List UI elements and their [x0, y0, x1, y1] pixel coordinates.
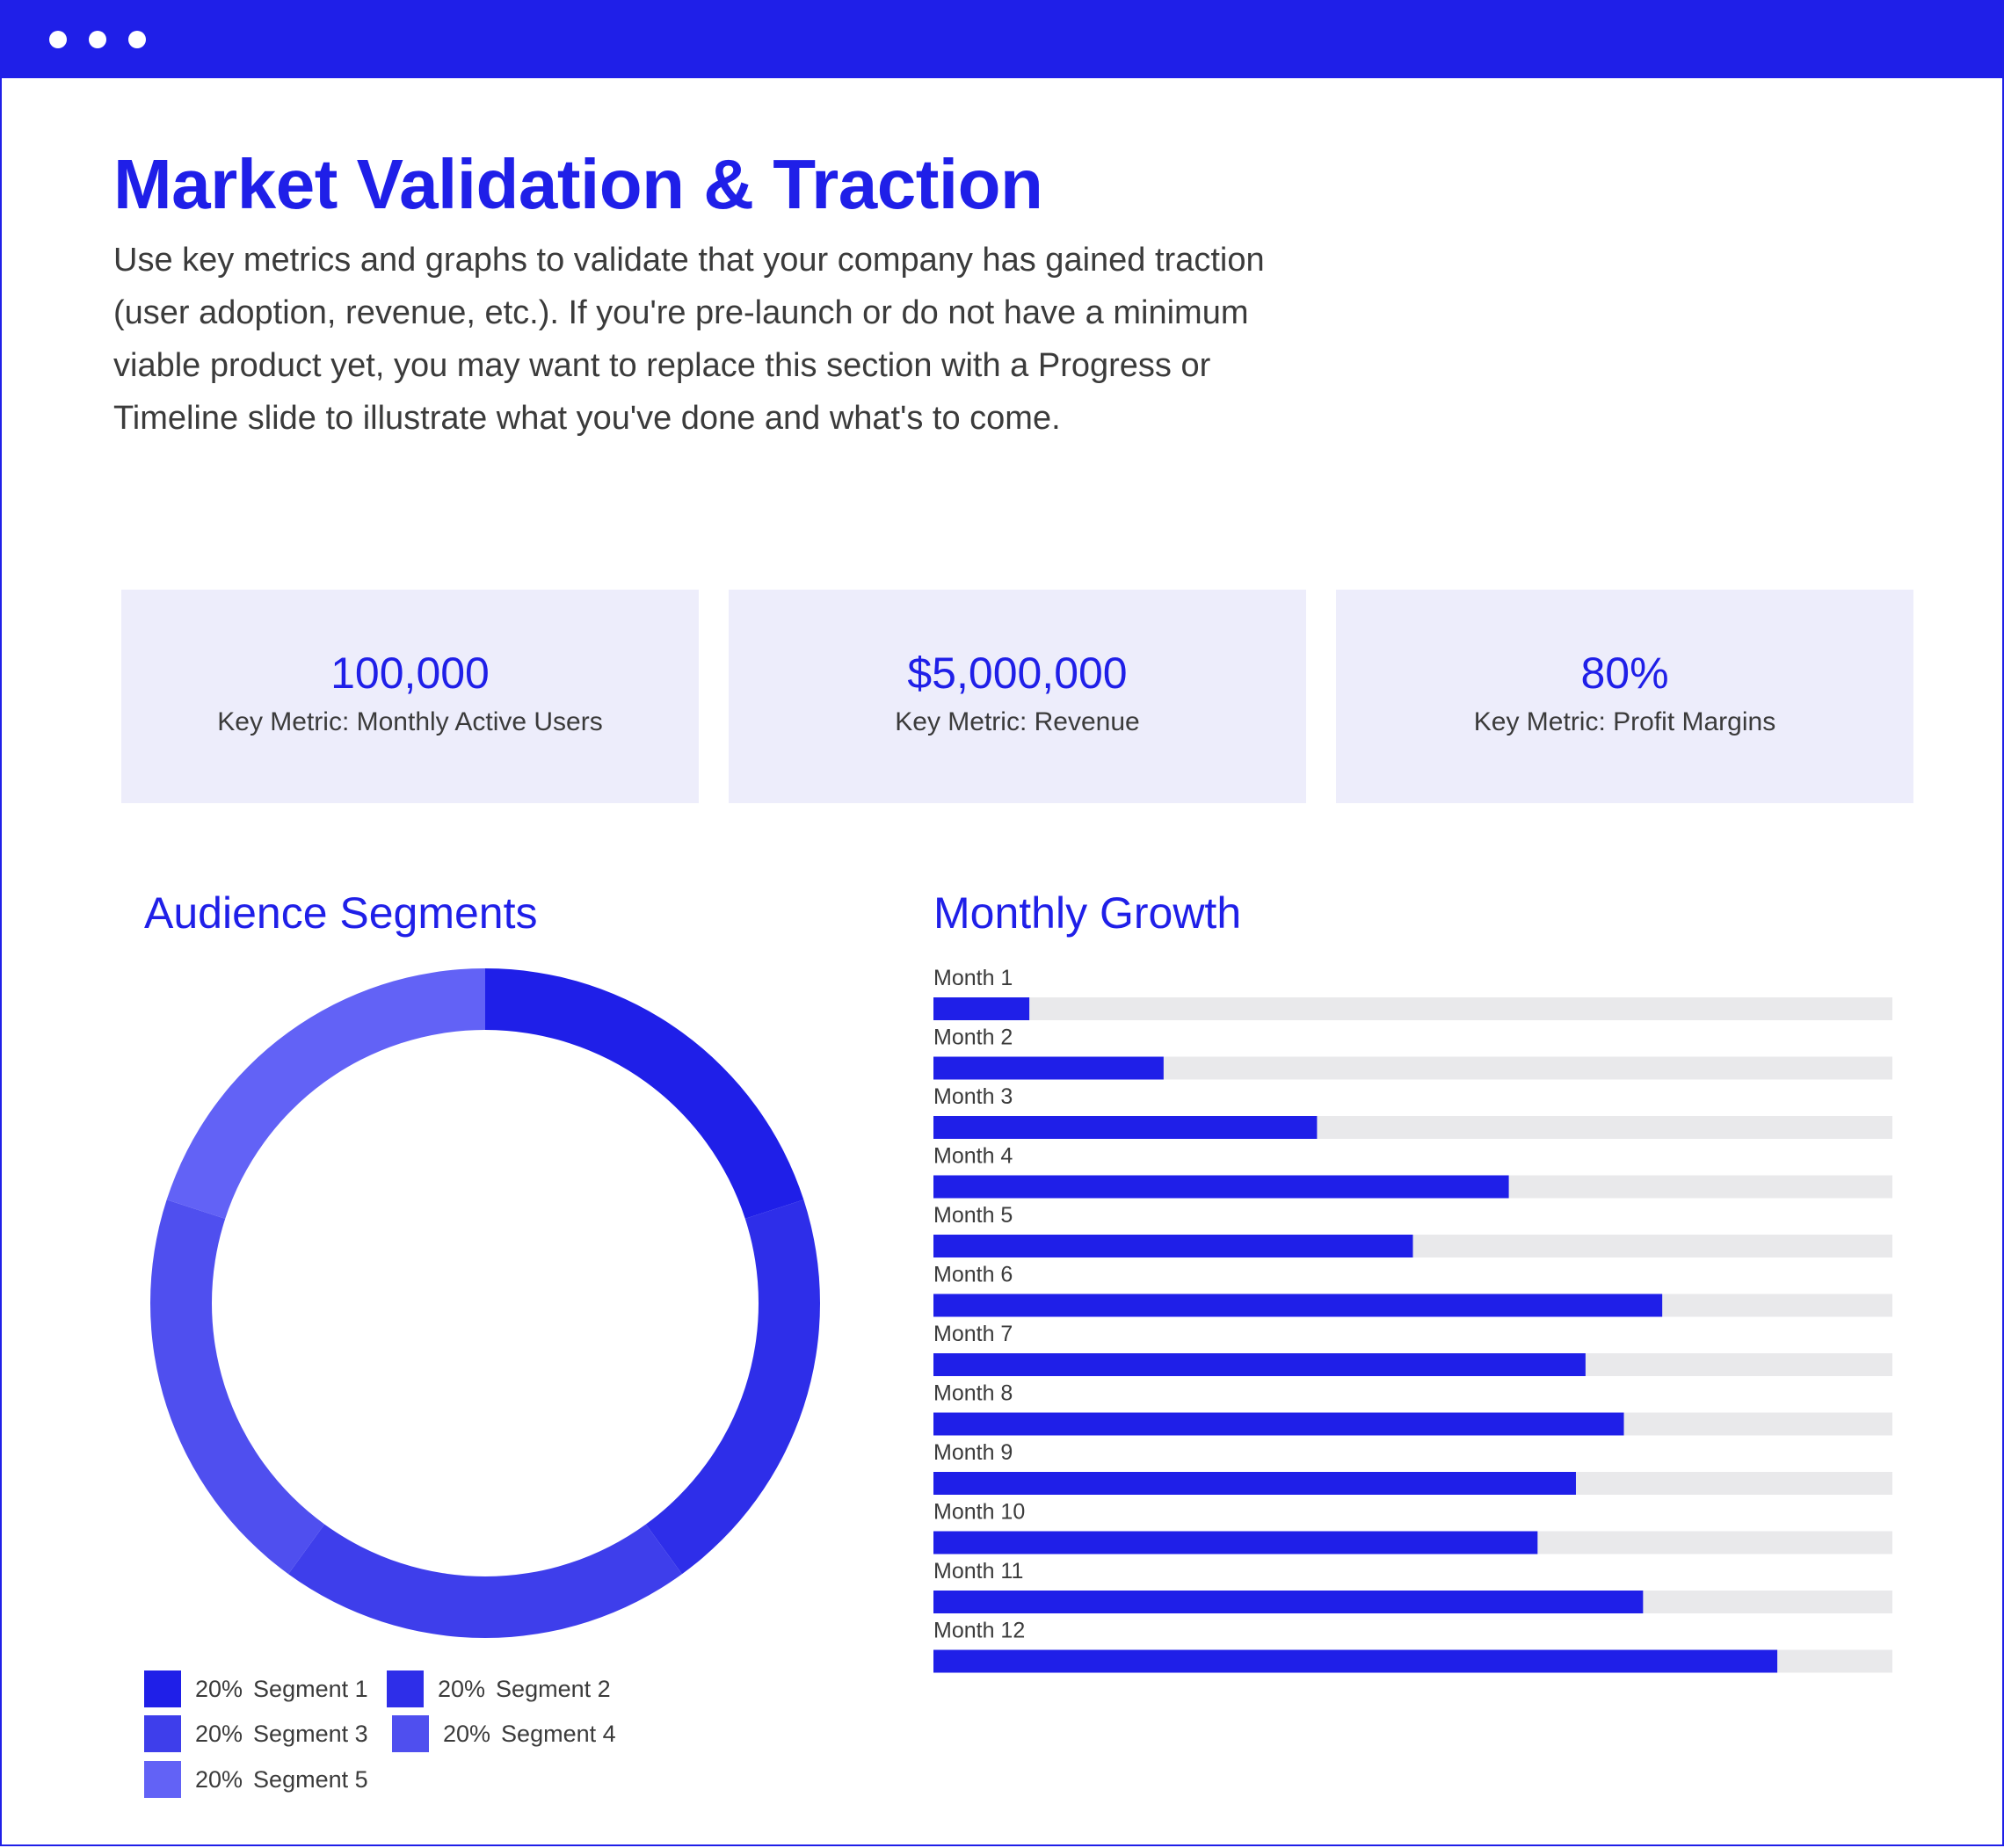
bar-value: [933, 997, 1030, 1020]
legend-item: 20% Segment 1: [144, 1670, 368, 1708]
legend-label: Segment 1: [253, 1675, 368, 1702]
bar-chart-title: Monthly Growth: [933, 888, 1242, 938]
legend-label: Segment 4: [501, 1720, 616, 1747]
donut-slice: [288, 1524, 682, 1638]
bar-value: [933, 1175, 1509, 1199]
bar-value: [933, 1649, 1778, 1673]
donut-slice: [645, 1199, 821, 1575]
window-titlebar: [0, 0, 2004, 78]
bar-category-label: Month 3: [933, 1084, 1013, 1109]
legend-value: 20%: [195, 1720, 243, 1747]
legend-swatch: [144, 1761, 181, 1798]
metric-card-profit: 80% Key Metric: Profit Margins: [1336, 590, 1913, 803]
legend-value: 20%: [195, 1765, 243, 1793]
bar-category-label: Month 2: [933, 1025, 1013, 1050]
legend-value: 20%: [195, 1675, 243, 1702]
legend-swatch: [387, 1670, 424, 1707]
window-dot-icon[interactable]: [49, 31, 67, 48]
legend-label: Segment 5: [253, 1765, 368, 1793]
donut-slice: [166, 968, 485, 1219]
metric-card-revenue: $5,000,000 Key Metric: Revenue: [729, 590, 1306, 803]
bar-category-label: Month 5: [933, 1203, 1013, 1228]
donut-chart-title: Audience Segments: [144, 888, 538, 938]
bar-value: [933, 1472, 1576, 1495]
donut-slice: [150, 1199, 325, 1575]
bar-value: [933, 1591, 1644, 1613]
bar-category-label: Month 4: [933, 1144, 1013, 1169]
audience-donut-chart: [150, 968, 821, 1638]
metric-label: Key Metric: Profit Margins: [1473, 707, 1776, 736]
metric-value: 80%: [1580, 649, 1669, 698]
bar-track: [933, 997, 1892, 1020]
legend-item: 20% Segment 4: [392, 1714, 616, 1753]
bar-value: [933, 1412, 1624, 1436]
metric-value: $5,000,000: [907, 649, 1128, 698]
metric-card-users: 100,000 Key Metric: Monthly Active Users: [121, 590, 699, 803]
bar-value: [933, 1235, 1413, 1257]
bar-value: [933, 1531, 1538, 1554]
legend-label: Segment 2: [496, 1675, 611, 1702]
legend-value: 20%: [438, 1675, 486, 1702]
bar-value: [933, 1353, 1586, 1376]
legend-item: 20% Segment 2: [387, 1670, 611, 1708]
bar-category-label: Month 12: [933, 1619, 1025, 1643]
bar-value: [933, 1056, 1164, 1080]
legend-swatch: [144, 1715, 181, 1752]
bar-category-label: Month 6: [933, 1263, 1013, 1287]
donut-slice: [485, 968, 804, 1219]
page-title: Market Validation & Traction: [113, 145, 1043, 223]
legend-item: 20% Segment 3: [144, 1714, 368, 1753]
bar-value: [933, 1294, 1663, 1317]
bar-category-label: Month 8: [933, 1381, 1013, 1406]
window-dot-icon[interactable]: [89, 31, 106, 48]
bar-category-label: Month 1: [933, 966, 1013, 990]
bar-category-label: Month 11: [933, 1559, 1023, 1583]
legend-value: 20%: [443, 1720, 491, 1747]
bar-category-label: Month 9: [933, 1440, 1013, 1465]
intro-text: Use key metrics and graphs to validate t…: [113, 242, 1265, 437]
legend-swatch: [144, 1670, 181, 1707]
window-dot-icon[interactable]: [128, 31, 146, 48]
legend-label: Segment 3: [253, 1720, 368, 1747]
bar-category-label: Month 7: [933, 1322, 1013, 1346]
bar-category-label: Month 10: [933, 1500, 1025, 1525]
legend-swatch: [392, 1715, 429, 1752]
monthly-growth-bar-chart: Month 1 Month 2 Month 3 Month 4 Month 5 Month…: [933, 966, 1892, 1673]
bar-value: [933, 1116, 1318, 1139]
metric-value: 100,000: [330, 649, 490, 698]
metric-label: Key Metric: Revenue: [895, 707, 1140, 736]
legend-item: 20% Segment 5: [144, 1760, 368, 1799]
metric-label: Key Metric: Monthly Active Users: [217, 707, 603, 736]
